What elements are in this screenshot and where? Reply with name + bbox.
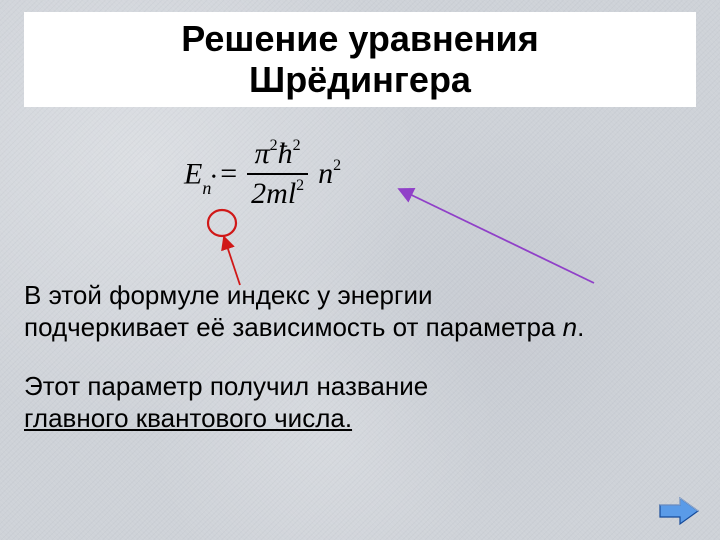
pi-sq: 2 [270, 137, 278, 154]
two: 2 [251, 177, 266, 210]
paragraph-1: В этой формуле индекс у энергии подчерки… [24, 279, 696, 344]
p1-n: n [563, 312, 577, 342]
n-squared: n2 [318, 157, 341, 190]
p2-line2: главного квантового числа. [24, 403, 352, 433]
p1-line1: В этой формуле индекс у энергии [24, 280, 433, 310]
title-line2: Шрёдингера [249, 59, 471, 100]
symbol-E: E [184, 157, 202, 190]
pi: π [255, 137, 270, 170]
next-arrow-icon [658, 496, 700, 526]
fraction-bar [247, 173, 308, 175]
slide-title: Решение уравнения Шрёдингера [24, 12, 696, 107]
hbar: ħ [278, 137, 293, 170]
p2-line1: Этот параметр получил название [24, 371, 428, 401]
numerator: π2ħ2 [247, 137, 308, 172]
m: m [266, 177, 288, 210]
n: n [318, 157, 333, 190]
denominator: 2ml2 [247, 177, 308, 212]
title-line1: Решение уравнения [181, 18, 538, 59]
fraction: π2ħ2 2ml2 [247, 137, 308, 212]
l-sq: 2 [296, 177, 304, 194]
energy-formula: En•= π2ħ2 2ml2 n2 [184, 139, 341, 214]
formula-area: En•= π2ħ2 2ml2 n2 [24, 115, 696, 275]
n-sq: 2 [333, 157, 341, 174]
hbar-sq: 2 [293, 137, 301, 154]
red-arrow [224, 237, 240, 285]
p1-line2-post: . [577, 312, 584, 342]
subscript-dot: • [211, 170, 216, 185]
subscript-n: n [202, 178, 211, 198]
l: l [288, 177, 296, 210]
purple-arrow [399, 189, 594, 283]
paragraph-2: Этот параметр получил название главного … [24, 370, 696, 435]
slide-content: Решение уравнения Шрёдингера En•= π2ħ2 2… [0, 0, 720, 540]
p1-line2-pre: подчеркивает её зависимость от параметра [24, 312, 563, 342]
next-slide-button[interactable] [658, 496, 700, 526]
equals: = [220, 157, 237, 190]
